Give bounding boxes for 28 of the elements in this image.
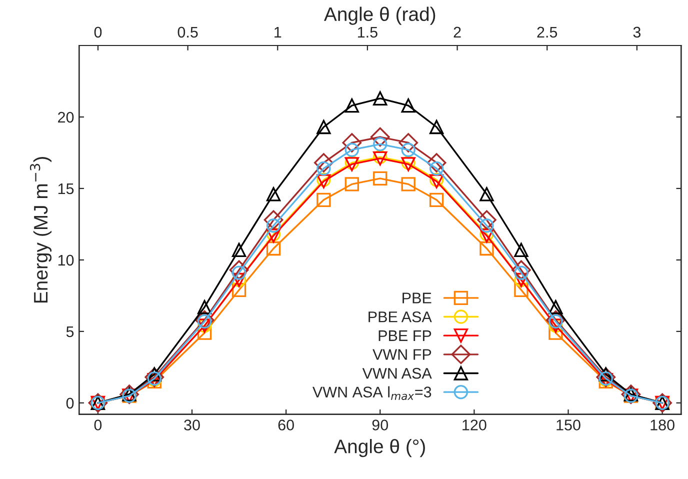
y-tick-label: 0 — [66, 398, 74, 409]
x2-tick-label: 2.5 — [537, 26, 558, 38]
x-tick-label: 60 — [278, 420, 294, 430]
x-tick-label: 0 — [94, 420, 102, 430]
x-tick-label: 30 — [184, 420, 200, 430]
x2-tick-label: 3 — [633, 26, 641, 38]
x-axis-title: Angle θ (°) — [334, 438, 425, 458]
x2-tick-label: 2 — [454, 26, 461, 38]
legend-label: VWN ASA — [362, 368, 432, 379]
x-tick-label: 150 — [556, 420, 580, 430]
y-tick-label: 15 — [58, 183, 74, 194]
x-tick-label: 120 — [462, 420, 486, 430]
x2-tick-label: 1.5 — [358, 26, 378, 38]
x-tick-label: 90 — [372, 420, 388, 430]
legend-label: PBE FP — [378, 330, 432, 341]
x2-axis-title: Angle θ (rad) — [324, 6, 436, 25]
x-tick-label: 180 — [650, 420, 674, 430]
y-axis-title: Energy (MJ m$^{−3}$) — [30, 157, 52, 303]
x2-tick-label: 0.5 — [178, 26, 198, 38]
y-tick-label: 5 — [66, 326, 74, 338]
legend-label: PBE ASA — [368, 311, 432, 322]
legend-label: VWN FP — [372, 349, 432, 360]
legend-label: PBE — [402, 292, 432, 304]
x2-tick-label: 0 — [94, 26, 102, 38]
y-tick-label: 10 — [58, 254, 74, 266]
legend-label: VWN ASA l$_{max}$=3 — [312, 386, 432, 400]
y-tick-label: 20 — [58, 112, 74, 123]
x2-tick-label: 1 — [274, 26, 282, 38]
